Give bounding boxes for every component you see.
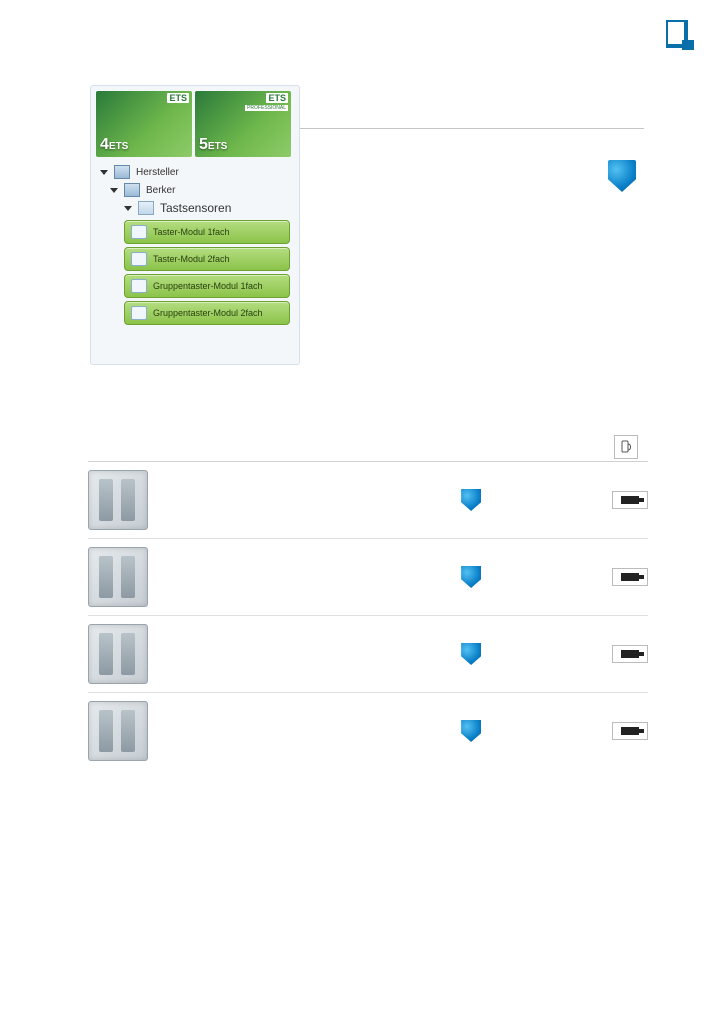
table-row <box>88 539 648 616</box>
ets5-label: 5ETS <box>199 136 227 154</box>
product-label: Gruppentaster-Modul 2fach <box>153 308 263 318</box>
product-icon <box>131 279 147 293</box>
product-btn-3[interactable]: Gruppentaster-Modul 2fach <box>124 301 290 325</box>
product-btn-1[interactable]: Taster-Modul 2fach <box>124 247 290 271</box>
table-row <box>88 462 648 539</box>
ets4-thumb: ETS 4ETS <box>96 91 192 157</box>
product-image <box>88 624 148 684</box>
tree-label: Berker <box>146 185 175 196</box>
product-icon <box>131 252 147 266</box>
table-row <box>88 616 648 693</box>
product-table <box>88 435 648 769</box>
easy-flag-icon <box>461 643 481 665</box>
plug-icon <box>612 491 648 509</box>
ets-badge: ETS <box>266 93 288 103</box>
product-btn-2[interactable]: Gruppentaster-Modul 1fach <box>124 274 290 298</box>
tree-label: Tastsensoren <box>160 201 231 215</box>
category-icon <box>138 201 154 215</box>
expand-icon <box>100 170 108 175</box>
product-label: Taster-Modul 2fach <box>153 254 230 264</box>
product-image <box>88 470 148 530</box>
product-icon <box>131 306 147 320</box>
connector-line <box>300 128 644 129</box>
plug-icon <box>612 568 648 586</box>
tree-berker[interactable]: Berker <box>96 181 294 199</box>
tree-hersteller[interactable]: Hersteller <box>96 163 294 181</box>
table-row <box>88 693 648 769</box>
plug-icon <box>612 645 648 663</box>
expand-icon <box>110 188 118 193</box>
ets5-thumb: ETS PROFESSIONAL 5ETS <box>195 91 291 157</box>
ets-badge: ETS <box>167 93 189 103</box>
catalog-panel: ETS 4ETS ETS PROFESSIONAL 5ETS Herstelle… <box>90 85 300 365</box>
product-image <box>88 547 148 607</box>
easy-flag-icon <box>461 566 481 588</box>
expand-icon <box>124 206 132 211</box>
product-btn-0[interactable]: Taster-Modul 1fach <box>124 220 290 244</box>
product-label: Gruppentaster-Modul 1fach <box>153 281 263 291</box>
plug-icon <box>612 722 648 740</box>
brand-logo <box>666 20 694 50</box>
product-image <box>88 701 148 761</box>
product-label: Taster-Modul 1fach <box>153 227 230 237</box>
easy-flag-icon <box>608 160 636 192</box>
mobile-compat-icon <box>614 435 638 459</box>
ets4-label: 4ETS <box>100 136 128 154</box>
table-header <box>88 435 648 462</box>
folder-icon <box>114 165 130 179</box>
tree-tastsensoren[interactable]: Tastsensoren <box>96 199 294 217</box>
tree-label: Hersteller <box>136 167 179 178</box>
product-icon <box>131 225 147 239</box>
ets-professional-badge: PROFESSIONAL <box>245 105 288 111</box>
folder-icon <box>124 183 140 197</box>
easy-flag-icon <box>461 720 481 742</box>
easy-flag-icon <box>461 489 481 511</box>
